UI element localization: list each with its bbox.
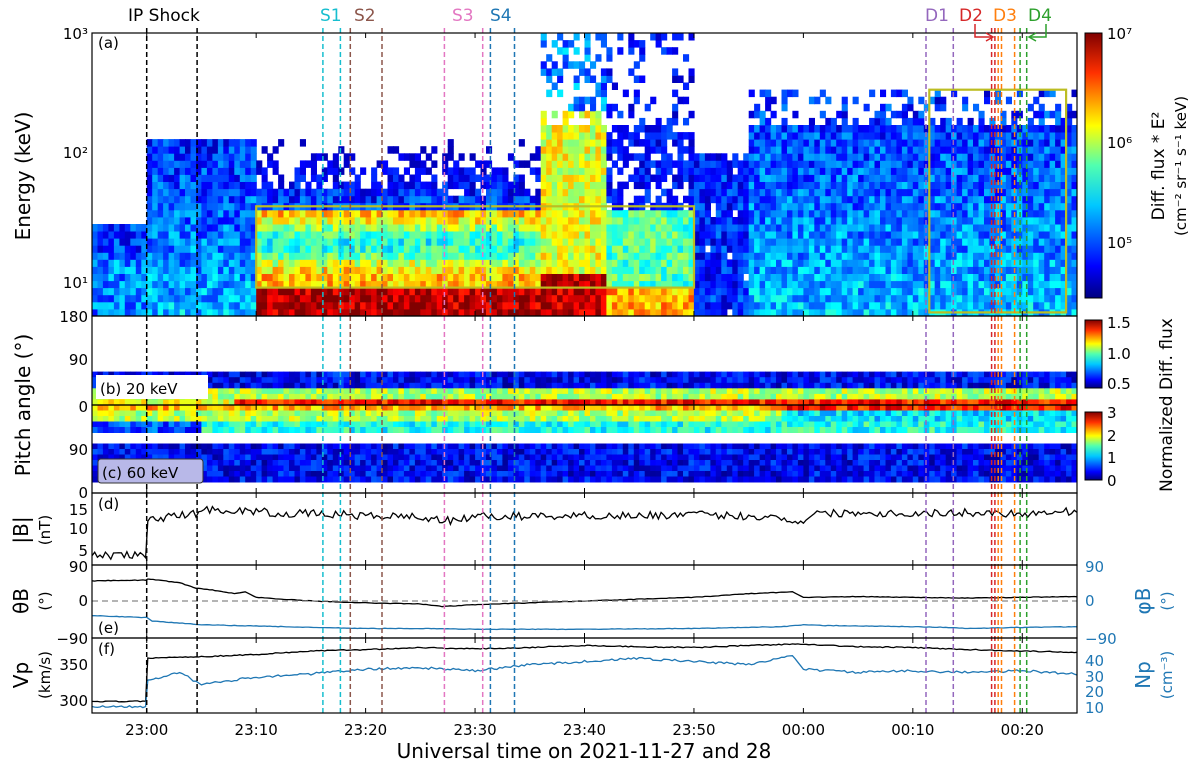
phi-tick-m90: −90 <box>1085 630 1117 648</box>
cbar-a-tick-1e6: 10⁶ <box>1107 134 1132 152</box>
energy-spectrogram <box>92 33 1077 316</box>
theta-b-line <box>91 578 1078 608</box>
theta-tick-0: 0 <box>78 592 88 610</box>
theta-tick-90: 90 <box>69 558 88 576</box>
panel-c-label: (c) 60 keV <box>102 464 179 482</box>
b-tick-5: 5 <box>78 542 88 560</box>
phi-axis-unit: (°) <box>1158 591 1176 610</box>
vp-tick-350: 350 <box>59 656 88 674</box>
np-tick-40: 40 <box>1085 652 1104 670</box>
pa-c-tick-0-top: 0 <box>78 398 88 416</box>
x-tick-label: 00:10 <box>891 721 934 739</box>
phi-tick-0: 0 <box>1085 592 1095 610</box>
b-magnitude-line <box>91 505 1078 561</box>
energy-tick-100: 10² <box>63 144 88 162</box>
pa-c-tick-0-bottom: 0 <box>78 484 88 502</box>
d4-arrow <box>1030 24 1047 38</box>
s3-label: S3 <box>452 6 474 26</box>
d2-arrow <box>974 24 992 38</box>
panel-f-label: (f) <box>98 640 115 658</box>
cbar-bc-label: Normalized Diff. flux <box>1157 318 1177 492</box>
cbar-b-tick-1.0: 1.0 <box>1107 345 1131 363</box>
pa-c-tick-90: 90 <box>69 441 88 459</box>
panel-f-frame <box>91 637 1078 714</box>
event-lines <box>145 28 1028 713</box>
colorbar-b <box>1084 319 1103 389</box>
np-tick-10: 10 <box>1085 699 1104 717</box>
x-tick-label: 00:00 <box>782 721 825 739</box>
energy-tick-10: 10¹ <box>63 274 88 292</box>
vp-line <box>91 643 1078 703</box>
cbar-c-tick-0: 0 <box>1107 472 1117 490</box>
cbar-b-tick-0.5: 0.5 <box>1107 375 1131 393</box>
pitch-angle-axis-label: Pitch angle (°) <box>11 334 35 477</box>
s2-label: S2 <box>354 6 376 26</box>
cbar-c-tick-1: 1 <box>1107 449 1117 467</box>
pitch-angle-60kev-spectrogram <box>92 405 1077 483</box>
colorbar-c <box>1084 411 1103 481</box>
panel-d-frame <box>91 492 1078 566</box>
b-axis-label: |B| <box>9 516 33 543</box>
phi-b-line <box>92 615 1078 631</box>
x-axis-label: Universal time on 2021-11-27 and 28 <box>397 739 772 763</box>
d2-arrowhead <box>985 32 995 42</box>
b-tick-10: 10 <box>69 520 88 538</box>
s1-label: S1 <box>320 6 342 26</box>
energy-axis-label: Energy (keV) <box>11 112 35 241</box>
b-tick-15: 15 <box>69 501 88 519</box>
cbar-b-tick-1.5: 1.5 <box>1107 314 1131 332</box>
cbar-c-tick-2: 2 <box>1107 427 1117 445</box>
theta-tick-m90: −90 <box>56 630 88 648</box>
b-axis-unit: (nT) <box>36 515 54 545</box>
x-tick-label: 23:10 <box>235 721 278 739</box>
np-tick-20: 20 <box>1085 683 1104 701</box>
pa-b-tick-90: 90 <box>69 351 88 369</box>
phi-axis-label: φB <box>1131 588 1155 615</box>
colorbar-a <box>1084 32 1103 299</box>
cbar-a-tick-1e5: 10⁵ <box>1107 234 1132 252</box>
vp-axis-label: Vp <box>9 662 33 688</box>
energy-tick-1000: 10³ <box>63 25 88 43</box>
d4-arrowhead <box>1027 32 1037 42</box>
np-axis-label: Np <box>1131 661 1155 689</box>
panel-d-label: (d) <box>98 495 119 513</box>
pitch-angle-20kev-spectrogram <box>92 371 1077 405</box>
x-tick-label: 23:40 <box>563 721 606 739</box>
panel-e-label: (e) <box>98 619 119 637</box>
np-line <box>91 655 1078 709</box>
np-axis-unit: (cm⁻³) <box>1158 651 1176 700</box>
s4-label: S4 <box>490 6 512 26</box>
vp-axis-unit: (km/s) <box>36 651 54 699</box>
x-tick-label: 23:20 <box>344 721 387 739</box>
line-panels <box>91 505 1078 709</box>
d2-label: D2 <box>959 6 983 26</box>
cbar-a-tick-1e7: 10⁷ <box>1107 25 1132 43</box>
x-tick-label: 23:30 <box>453 721 496 739</box>
d1-label: D1 <box>925 6 949 26</box>
x-tick-label: 23:50 <box>672 721 715 739</box>
phi-tick-90: 90 <box>1085 558 1104 576</box>
d4-label: D4 <box>1028 6 1052 26</box>
d3-label: D3 <box>993 6 1017 26</box>
np-tick-30: 30 <box>1085 668 1104 686</box>
panel-b-label: (b) 20 keV <box>100 380 178 398</box>
x-axis-ticks: 23:00 23:10 23:20 23:30 23:40 23:50 00:00 00:10… <box>125 33 1044 739</box>
cbar-a-label-2: (cm⁻² sr⁻¹ s⁻¹ keV) <box>1172 96 1190 236</box>
highlight-box-1 <box>255 205 696 289</box>
theta-axis-label: θB <box>9 588 33 614</box>
cbar-a-label-1: Diff. flux * E² <box>1149 112 1169 221</box>
theta-axis-unit: (°) <box>36 591 54 610</box>
cbar-c-tick-3: 3 <box>1107 404 1117 422</box>
pa-b-tick-180: 180 <box>59 308 88 326</box>
panel-a-label: (a) <box>98 34 119 52</box>
x-tick-label: 00:20 <box>1001 721 1044 739</box>
vp-tick-300: 300 <box>59 692 88 710</box>
ip-shock-label: IP Shock <box>128 6 200 26</box>
x-tick-label: 23:00 <box>125 721 168 739</box>
